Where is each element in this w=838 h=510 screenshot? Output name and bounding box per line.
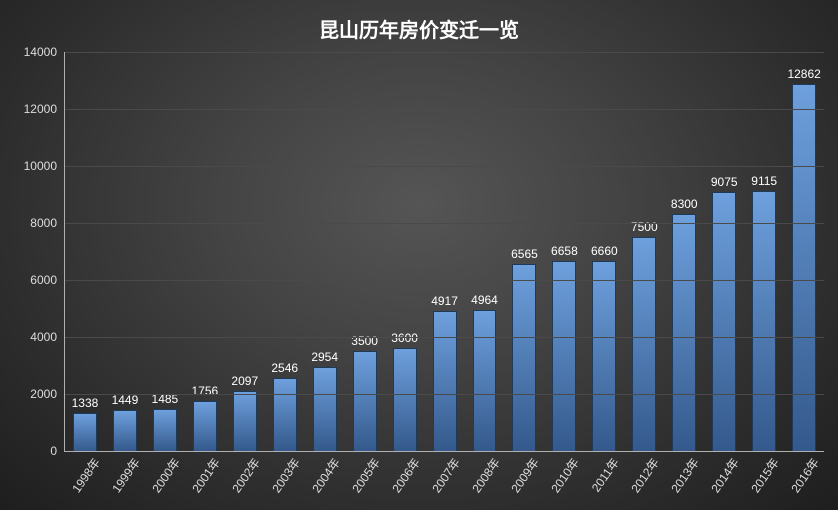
- y-tick-label: 14000: [24, 45, 65, 59]
- x-tick-label: 2001年: [188, 454, 224, 495]
- bar-slot: 66582010年: [544, 52, 584, 451]
- bar-slot: 83002013年: [664, 52, 704, 451]
- x-tick-label: 2015年: [747, 454, 783, 495]
- bar-slot: 36002006年: [385, 52, 425, 451]
- bar-value-label: 2954: [311, 350, 338, 368]
- gridline: [65, 52, 824, 53]
- bar-value-label: 12862: [787, 67, 820, 85]
- bar: 6660: [592, 261, 616, 451]
- gridline: [65, 337, 824, 338]
- bar-slot: 14852000年: [145, 52, 185, 451]
- bar: 3500: [353, 351, 377, 451]
- bar: 3600: [393, 348, 417, 451]
- bar-slot: 13381998年: [65, 52, 105, 451]
- x-tick-label: 1999年: [108, 454, 144, 495]
- bar-slot: 49642008年: [465, 52, 505, 451]
- bar-value-label: 1338: [72, 396, 99, 414]
- x-tick-label: 2010年: [547, 454, 583, 495]
- bar-value-label: 1756: [191, 384, 218, 402]
- y-tick-label: 12000: [24, 102, 65, 116]
- bar: 1449: [113, 410, 137, 451]
- x-tick-label: 2016年: [787, 454, 823, 495]
- bar-slot: 66602011年: [584, 52, 624, 451]
- chart-title: 昆山历年房价变迁一览: [0, 14, 838, 43]
- x-tick-label: 2000年: [148, 454, 184, 495]
- x-tick-label: 1998年: [68, 454, 104, 495]
- x-tick-label: 2007年: [427, 454, 463, 495]
- bar-value-label: 9115: [751, 174, 777, 192]
- x-tick-label: 2005年: [347, 454, 383, 495]
- bar: 8300: [672, 214, 696, 451]
- y-tick-label: 2000: [30, 387, 65, 401]
- bars-container: 13381998年14491999年14852000年17562001年2097…: [65, 52, 824, 451]
- x-tick-label: 2011年: [588, 454, 624, 495]
- y-tick-label: 10000: [24, 159, 65, 173]
- bar-value-label: 6660: [591, 244, 618, 262]
- bar-value-label: 9075: [711, 175, 738, 193]
- bar-slot: 65652009年: [504, 52, 544, 451]
- bar: 2546: [273, 378, 297, 451]
- bar-slot: 25462003年: [265, 52, 305, 451]
- y-tick-label: 6000: [30, 273, 65, 287]
- bar-slot: 29542004年: [305, 52, 345, 451]
- gridline: [65, 166, 824, 167]
- y-tick-label: 4000: [30, 330, 65, 344]
- gridline: [65, 109, 824, 110]
- bar: 4964: [473, 310, 497, 451]
- gridline: [65, 280, 824, 281]
- bar: 1338: [73, 413, 97, 451]
- x-tick-label: 2014年: [707, 454, 743, 495]
- bar-slot: 17562001年: [185, 52, 225, 451]
- bar-value-label: 4964: [471, 293, 498, 311]
- x-tick-label: 2002年: [227, 454, 263, 495]
- bar: 9115: [752, 191, 776, 451]
- plot-area: 13381998年14491999年14852000年17562001年2097…: [64, 52, 824, 452]
- bar-value-label: 2097: [231, 374, 258, 392]
- gridline: [65, 394, 824, 395]
- x-tick-label: 2009年: [507, 454, 543, 495]
- x-tick-label: 2003年: [267, 454, 303, 495]
- bar-value-label: 4917: [431, 294, 458, 312]
- x-tick-label: 2012年: [627, 454, 663, 495]
- bar: 12862: [792, 84, 816, 451]
- bar-value-label: 1449: [112, 393, 139, 411]
- bar-value-label: 2546: [271, 361, 298, 379]
- bar: 9075: [712, 192, 736, 451]
- x-tick-label: 2006年: [387, 454, 423, 495]
- bar: 2954: [313, 367, 337, 451]
- bar: 6565: [512, 264, 536, 451]
- bar-slot: 90752014年: [704, 52, 744, 451]
- bar-value-label: 3600: [391, 331, 418, 349]
- bar-value-label: 6658: [551, 244, 578, 262]
- bar: 4917: [433, 311, 457, 451]
- bar-value-label: 6565: [511, 247, 538, 265]
- bar-value-label: 8300: [671, 197, 698, 215]
- bar: 1756: [193, 401, 217, 451]
- x-tick-label: 2004年: [307, 454, 343, 495]
- bar-slot: 91152015年: [744, 52, 784, 451]
- bar-slot: 49172007年: [425, 52, 465, 451]
- bar: 1485: [153, 409, 177, 451]
- bar-slot: 14491999年: [105, 52, 145, 451]
- y-tick-label: 0: [50, 444, 65, 458]
- gridline: [65, 223, 824, 224]
- x-tick-label: 2008年: [467, 454, 503, 495]
- bar-slot: 35002005年: [345, 52, 385, 451]
- bar-slot: 128622016年: [784, 52, 824, 451]
- bar-slot: 20972002年: [225, 52, 265, 451]
- bar: 2097: [233, 391, 257, 451]
- bar-slot: 75002012年: [624, 52, 664, 451]
- bar: 6658: [552, 261, 576, 451]
- y-tick-label: 8000: [30, 216, 65, 230]
- bar: 7500: [632, 237, 656, 451]
- x-tick-label: 2013年: [667, 454, 703, 495]
